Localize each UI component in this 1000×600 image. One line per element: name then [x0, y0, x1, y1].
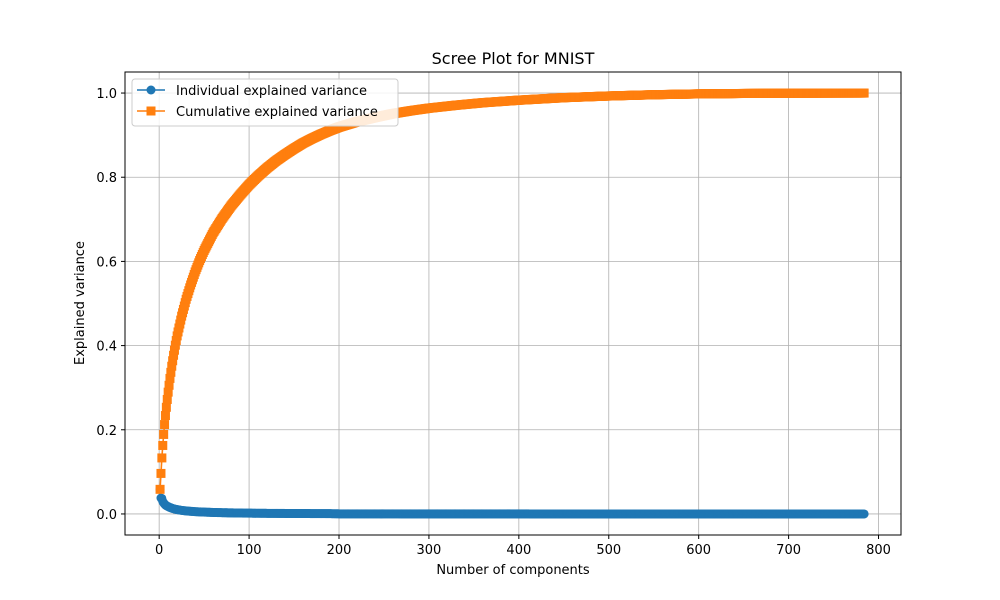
data-point: [166, 367, 176, 377]
data-point: [167, 361, 177, 371]
data-point: [164, 380, 174, 390]
x-tick-label: 700: [776, 543, 801, 558]
chart-title: Scree Plot for MNIST: [432, 49, 595, 68]
legend: Individual explained variance Cumulative…: [131, 78, 399, 127]
data-point: [156, 468, 166, 478]
data-point: [158, 440, 168, 450]
x-tick-label: 100: [237, 543, 262, 558]
x-axis-ticks: 0 100 200 300 400 500 600 700 800: [155, 535, 891, 558]
data-point: [859, 509, 869, 519]
data-point: [155, 484, 165, 494]
x-tick-label: 400: [506, 543, 531, 558]
data-point: [157, 453, 167, 463]
x-tick-label: 500: [596, 543, 621, 558]
plot-area: [125, 72, 901, 535]
y-tick-label: 0.6: [96, 255, 117, 270]
legend-box: [131, 78, 399, 127]
legend-label-cumulative: Cumulative explained variance: [176, 105, 378, 120]
data-point: [171, 336, 181, 346]
y-tick-label: 0.0: [96, 508, 117, 523]
data-point: [161, 402, 171, 412]
data-point: [169, 345, 179, 355]
data-point: [159, 429, 169, 439]
series-individual: [155, 484, 869, 519]
legend-label-individual: Individual explained variance: [176, 84, 367, 99]
data-point: [160, 411, 170, 421]
x-axis-label: Number of components: [436, 563, 590, 578]
y-tick-label: 0.8: [96, 171, 117, 186]
x-tick-label: 600: [686, 543, 711, 558]
x-tick-label: 300: [417, 543, 442, 558]
data-point: [859, 88, 869, 98]
data-point: [163, 387, 173, 397]
data-point: [168, 356, 178, 366]
x-tick-label: 800: [866, 543, 891, 558]
data-point: [169, 350, 179, 360]
data-point: [170, 340, 180, 350]
y-axis-ticks: 0.0 0.2 0.4 0.6 0.8 1.0: [96, 87, 125, 523]
x-tick-label: 0: [155, 543, 163, 558]
legend-marker-cumulative: [146, 106, 156, 116]
legend-marker-individual: [146, 85, 156, 95]
y-tick-label: 0.4: [96, 340, 117, 355]
y-tick-label: 0.2: [96, 424, 117, 439]
data-point: [160, 420, 170, 430]
data-point: [162, 394, 172, 404]
x-tick-label: 200: [327, 543, 352, 558]
data-point: [165, 373, 175, 383]
y-axis-label: Explained variance: [73, 241, 88, 365]
plot-frame: [124, 71, 902, 536]
y-tick-label: 1.0: [96, 87, 117, 102]
